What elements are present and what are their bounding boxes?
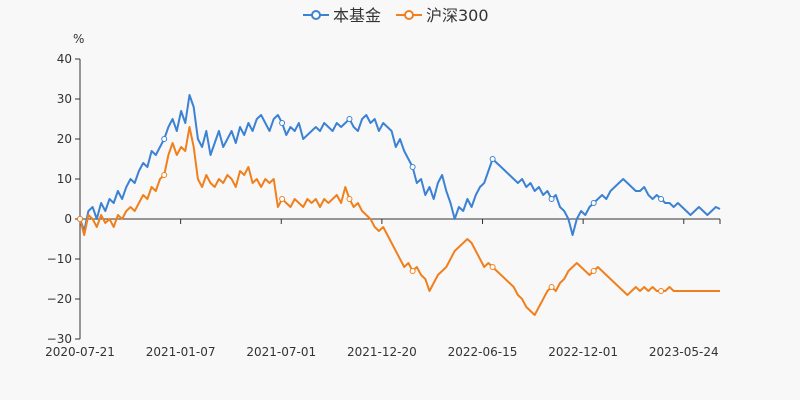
y-tick-label: 40 — [57, 52, 72, 66]
legend-fund-marker-icon — [311, 10, 321, 20]
y-tick-label: 30 — [57, 92, 72, 106]
x-tick-label: 2021-07-01 — [246, 345, 316, 359]
series-point-1 — [489, 264, 496, 270]
y-tick-label: −20 — [47, 292, 72, 306]
y-axis: 40 30 20 10 0 −10 −20 −30 — [47, 52, 81, 346]
series-line-0 — [79, 94, 721, 236]
series-point-1 — [77, 216, 83, 222]
series-point-0 — [489, 156, 496, 162]
series-line-1 — [79, 126, 720, 316]
y-tick-label: 10 — [57, 172, 72, 186]
y-tick-label: 0 — [64, 212, 72, 226]
series-point-0 — [409, 164, 416, 170]
series-point-0 — [279, 120, 286, 126]
series-point-1 — [346, 196, 353, 202]
y-tick-label: 20 — [57, 132, 72, 146]
y-axis-unit-label: % — [73, 32, 84, 46]
x-tick-label: 2023-05-24 — [649, 345, 719, 359]
legend-csi300-label: 沪深300 — [426, 6, 489, 25]
legend-fund-label: 本基金 — [333, 6, 381, 25]
x-axis: 2020-07-21 2021-01-07 2021-07-01 2021-12-20… — [45, 218, 721, 359]
series-point-0 — [346, 116, 353, 122]
y-tick-label: −10 — [47, 252, 72, 266]
series-point-0 — [590, 200, 597, 206]
series-point-1 — [590, 268, 597, 274]
series-layer — [77, 94, 721, 316]
series-point-1 — [658, 288, 665, 294]
legend[interactable]: 本基金 沪深300 — [303, 6, 489, 25]
legend-item-fund[interactable]: 本基金 — [303, 6, 381, 25]
series-point-1 — [409, 268, 416, 274]
x-tick-label: 2022-12-01 — [548, 345, 618, 359]
series-point-1 — [548, 284, 555, 290]
series-point-0 — [658, 196, 665, 202]
series-point-1 — [161, 172, 168, 178]
x-tick-label: 2021-01-07 — [146, 345, 216, 359]
x-tick-label: 2021-12-20 — [347, 345, 417, 359]
series-point-1 — [279, 196, 286, 202]
legend-csi300-marker-icon — [404, 10, 414, 20]
series-point-0 — [161, 136, 168, 142]
x-tick-label: 2020-07-21 — [45, 345, 115, 359]
y-tick-label: −30 — [47, 332, 72, 346]
legend-item-csi300[interactable]: 沪深300 — [396, 6, 489, 25]
x-tick-label: 2022-06-15 — [448, 345, 518, 359]
series-point-0 — [548, 196, 555, 202]
